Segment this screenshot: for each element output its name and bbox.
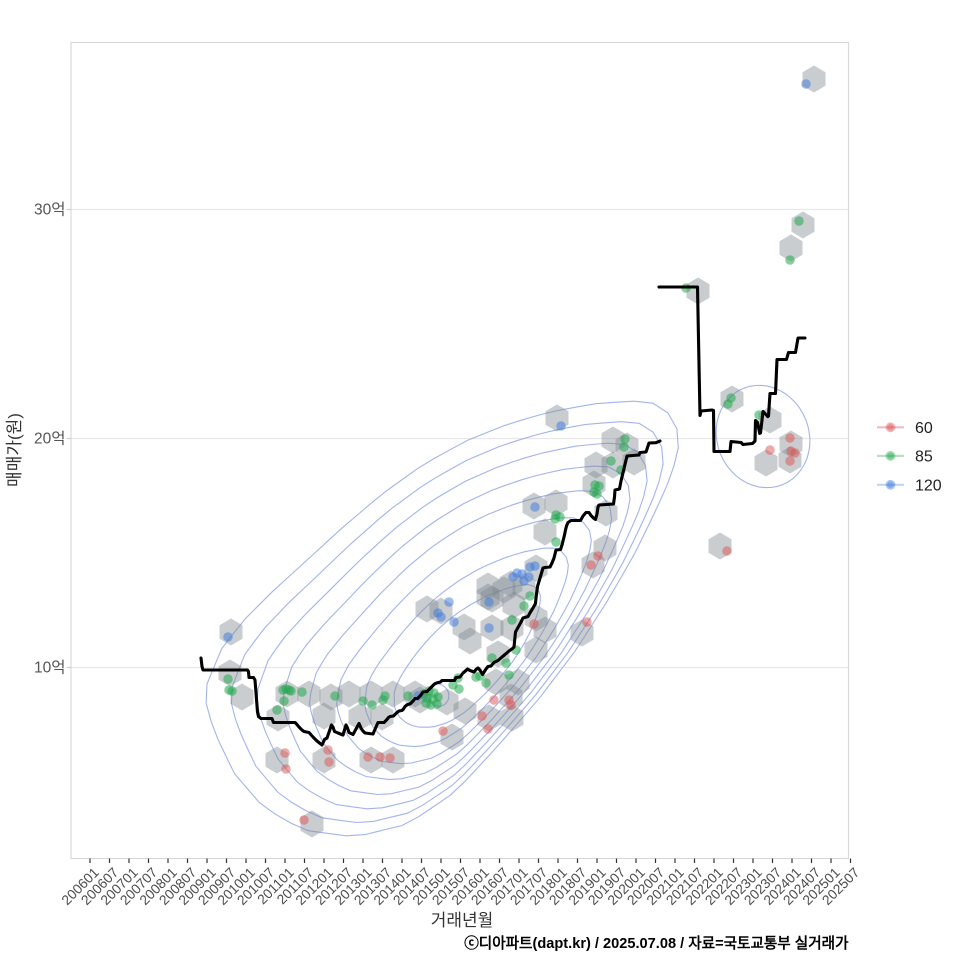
svg-text:20억: 20억 — [34, 430, 66, 448]
svg-text:60: 60 — [915, 420, 933, 437]
svg-text:ⓒ디아파트(dapt.kr) / 2025.07.08 /: ⓒ디아파트(dapt.kr) / 2025.07.08 / 자료=국토교통부 실… — [464, 934, 849, 952]
svg-text:120: 120 — [915, 477, 942, 494]
svg-text:거래년월: 거래년월 — [431, 911, 494, 930]
svg-text:10억: 10억 — [34, 659, 66, 677]
svg-text:85: 85 — [915, 448, 933, 465]
svg-text:30억: 30억 — [34, 201, 66, 219]
svg-text:매매가(원): 매매가(원) — [5, 413, 24, 487]
